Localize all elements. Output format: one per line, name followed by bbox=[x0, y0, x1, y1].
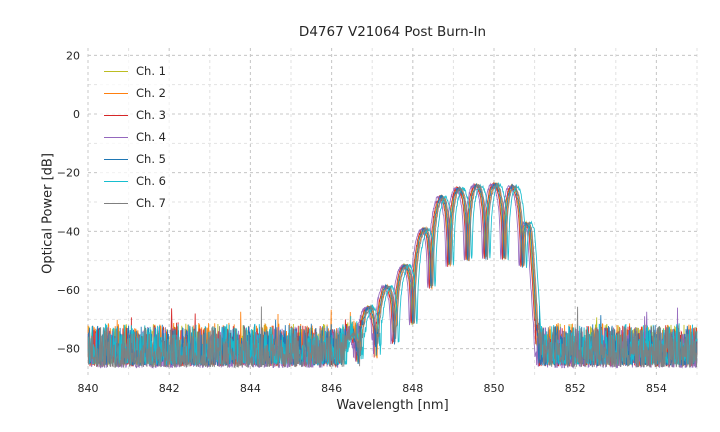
legend-item-ch-1: Ch. 1 bbox=[104, 64, 166, 79]
legend-line-swatch bbox=[104, 115, 128, 116]
legend-item-ch-2: Ch. 2 bbox=[104, 86, 166, 101]
y-tick-label: 20 bbox=[66, 49, 80, 62]
legend-item-ch-3: Ch. 3 bbox=[104, 108, 166, 123]
chart-title: D4767 V21064 Post Burn-In bbox=[298, 24, 487, 40]
y-tick-label: −60 bbox=[57, 284, 80, 297]
legend-label: Ch. 2 bbox=[136, 86, 166, 100]
x-tick-label: 844 bbox=[240, 382, 261, 395]
x-tick-label: 854 bbox=[646, 382, 667, 395]
legend-label: Ch. 6 bbox=[136, 174, 166, 188]
legend-item-ch-7: Ch. 7 bbox=[104, 196, 166, 211]
legend-line-swatch bbox=[104, 93, 128, 94]
legend-line-swatch bbox=[104, 159, 128, 160]
x-tick-label: 850 bbox=[484, 382, 505, 395]
legend-line-swatch bbox=[104, 71, 128, 72]
x-axis-label: Wavelength [nm] bbox=[336, 398, 449, 413]
legend-line-swatch bbox=[104, 203, 128, 204]
x-tick-label: 846 bbox=[321, 382, 342, 395]
y-axis-label: Optical Power [dB] bbox=[40, 153, 56, 274]
legend-label: Ch. 1 bbox=[136, 64, 166, 78]
legend-item-ch-5: Ch. 5 bbox=[104, 152, 166, 167]
legend-item-ch-6: Ch. 6 bbox=[104, 174, 166, 189]
legend-line-swatch bbox=[104, 181, 128, 182]
legend-label: Ch. 5 bbox=[136, 152, 166, 166]
trace-ch-7 bbox=[87, 182, 698, 369]
y-tick-label: −20 bbox=[57, 167, 80, 180]
y-tick-label: −40 bbox=[57, 225, 80, 238]
legend-line-swatch bbox=[104, 137, 128, 138]
y-tick-label: −80 bbox=[57, 343, 80, 356]
x-tick-label: 842 bbox=[159, 382, 180, 395]
legend-item-ch-4: Ch. 4 bbox=[104, 130, 166, 145]
x-tick-label: 840 bbox=[78, 382, 99, 395]
y-tick-label: 0 bbox=[73, 108, 80, 121]
legend-label: Ch. 4 bbox=[136, 130, 166, 144]
legend: Ch. 1 Ch. 2 Ch. 3 Ch. 4 Ch. 5 Ch. 6 Ch. 7 bbox=[98, 60, 172, 215]
x-tick-label: 852 bbox=[565, 382, 586, 395]
x-tick-label: 848 bbox=[402, 382, 423, 395]
legend-label: Ch. 3 bbox=[136, 108, 166, 122]
legend-label: Ch. 7 bbox=[136, 196, 166, 210]
